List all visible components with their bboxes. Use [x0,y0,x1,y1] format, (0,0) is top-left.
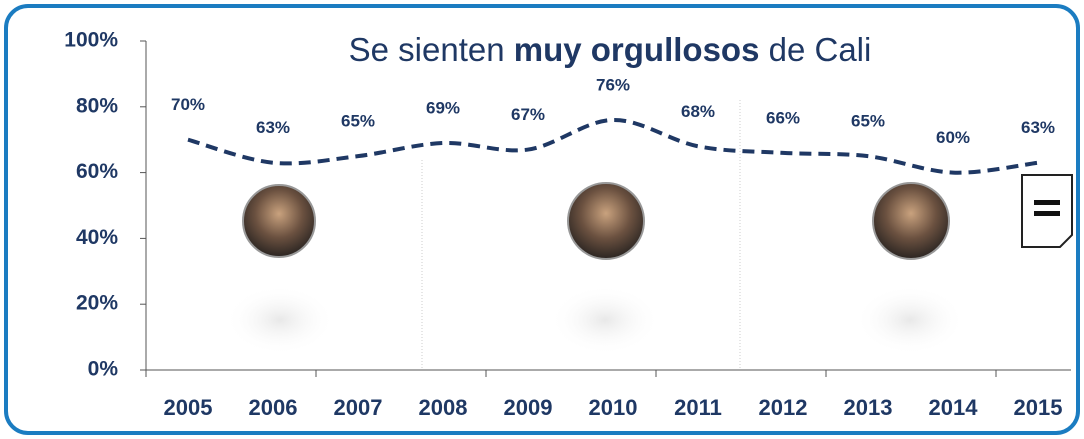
y-tick-label: 0% [88,358,119,381]
x-tick-label: 2014 [929,395,979,420]
x-tick-label: 2012 [759,395,808,420]
data-label: 67% [511,105,545,124]
y-tick-label: 100% [64,29,118,52]
data-label: 66% [766,108,800,127]
data-label: 65% [851,112,885,131]
portraits [225,182,965,355]
data-label: 69% [426,98,460,117]
data-label: 76% [596,75,630,94]
x-tick-label: 2007 [334,395,383,420]
data-label: 68% [681,102,715,121]
x-tick-label: 2008 [419,395,468,420]
data-label: 63% [256,118,290,137]
x-tick-label: 2005 [164,395,213,420]
chart-title: Se sienten muy orgullosos de Cali [349,31,872,68]
x-tick-label: 2011 [674,395,722,420]
data-label: 63% [1021,118,1055,137]
data-label: 70% [171,95,205,114]
y-tick-label: 80% [76,94,118,117]
x-tick-label: 2010 [589,395,638,420]
equal-icon [1021,174,1073,248]
x-tick-label: 2006 [249,395,298,420]
x-tick-label: 2015 [1014,395,1063,420]
y-tick-label: 40% [76,226,118,249]
data-label: 60% [936,128,970,147]
x-tick-label: 2013 [844,395,893,420]
data-label: 65% [341,112,375,131]
x-tick-label: 2009 [504,395,553,420]
y-tick-label: 60% [76,160,118,183]
y-tick-label: 20% [76,292,118,315]
